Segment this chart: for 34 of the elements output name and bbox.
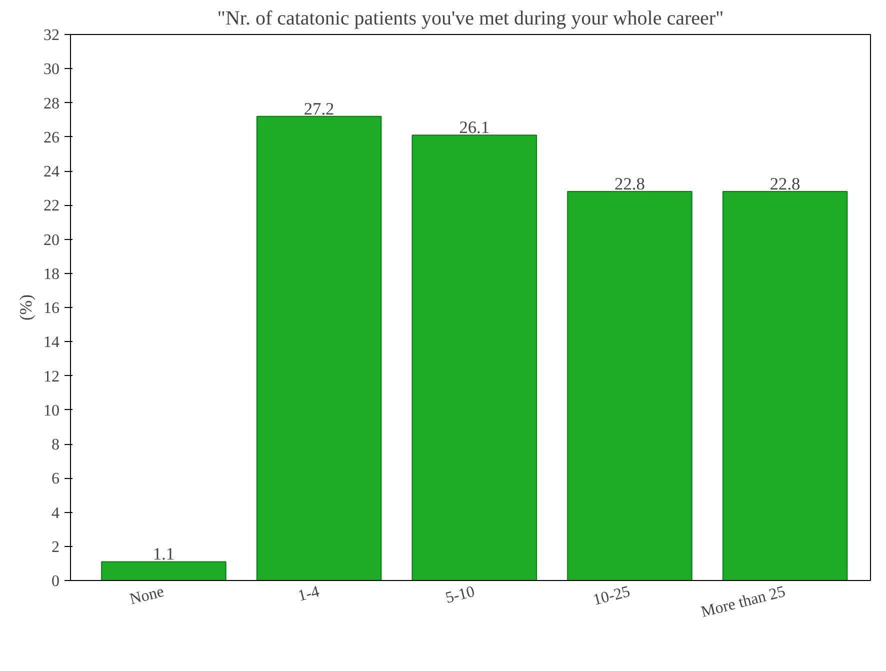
y-tick-label: 0 (52, 573, 60, 590)
y-tick-label: 2 (52, 538, 60, 556)
bar (567, 190, 692, 580)
y-tick-label: 4 (52, 504, 60, 522)
x-tick-label: 5-10 (444, 583, 476, 607)
y-tick-label: 12 (44, 368, 60, 386)
bar (256, 116, 382, 580)
y-tick-label: 14 (44, 334, 60, 352)
y-tick-label: 32 (44, 27, 60, 44)
x-tick-label: 1-4 (296, 583, 322, 606)
x-tick-label: 10-25 (591, 583, 632, 609)
y-tick-label: 24 (44, 164, 60, 180)
y-tick-label: 30 (44, 61, 60, 78)
y-tick-label: 8 (52, 436, 60, 454)
x-tick-label: More than 25 (699, 583, 788, 622)
y-tick-label: 6 (52, 470, 60, 488)
data-label: 27.2 (304, 99, 334, 118)
y-tick-label: 26 (44, 129, 60, 146)
y-tick-label: 20 (44, 232, 60, 249)
data-label: 1.1 (152, 544, 175, 564)
y-tick-label: 10 (44, 402, 60, 420)
data-label: 22.8 (770, 174, 800, 194)
bar (101, 561, 226, 580)
bar (722, 190, 848, 580)
y-tick-label: 22 (44, 198, 60, 215)
y-axis-title: (%) (16, 294, 36, 320)
y-tick-label: 28 (44, 95, 60, 112)
bar (412, 134, 538, 580)
data-label: 26.1 (459, 118, 490, 138)
x-tick-label: None (128, 583, 166, 608)
y-tick-label: 16 (44, 300, 60, 317)
y-tick-label: 18 (44, 266, 60, 283)
data-label: 22.8 (614, 174, 645, 194)
chart-title: "Nr. of catatonic patients you've met during your whole career" (217, 8, 724, 30)
